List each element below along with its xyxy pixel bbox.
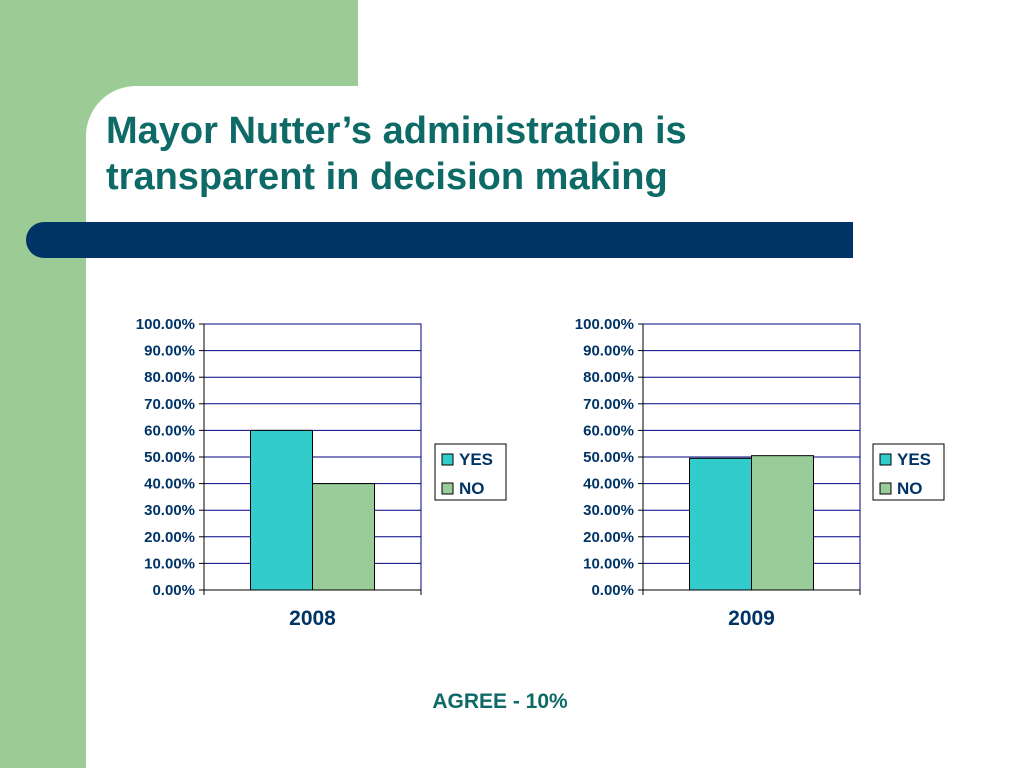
y-tick-label: 60.00% [583, 422, 634, 439]
bar-no [751, 455, 814, 591]
x-category-label: 2009 [728, 607, 775, 630]
y-tick-label: 0.00% [152, 582, 195, 599]
x-category-label: 2008 [289, 607, 336, 630]
y-tick-label: 60.00% [144, 422, 195, 439]
y-tick-label: 30.00% [583, 502, 634, 519]
y-tick-label: 100.00% [575, 316, 634, 333]
title-underline-bar [26, 222, 853, 258]
y-tick-label: 20.00% [144, 529, 195, 546]
legend-label-no: NO [897, 479, 923, 498]
y-tick-label: 80.00% [583, 369, 634, 386]
bar-yes [250, 429, 313, 591]
y-tick-label: 0.00% [591, 582, 634, 599]
slide-title: Mayor Nutter’s administration is transpa… [106, 110, 687, 198]
legend-swatch-no [441, 482, 454, 495]
side-decor-band [0, 0, 86, 768]
bar-no [312, 483, 375, 591]
legend-label-yes: YES [897, 450, 931, 469]
bar-yes [689, 457, 752, 591]
legend-label-yes: YES [459, 450, 493, 469]
y-tick-label: 50.00% [144, 449, 195, 466]
y-tick-label: 90.00% [583, 343, 634, 360]
top-decor-band [86, 0, 358, 86]
y-tick-label: 40.00% [144, 476, 195, 493]
y-tick-label: 90.00% [144, 343, 195, 360]
agree-note: AGREE - 10% [432, 690, 568, 713]
legend-label-no: NO [459, 479, 485, 498]
y-tick-label: 10.00% [144, 555, 195, 572]
y-tick-label: 80.00% [144, 369, 195, 386]
y-tick-label: 10.00% [583, 555, 634, 572]
legend-swatch-no [879, 482, 892, 495]
y-tick-label: 70.00% [583, 396, 634, 413]
legend-swatch-yes [879, 453, 892, 466]
y-tick-label: 70.00% [144, 396, 195, 413]
y-tick-label: 50.00% [583, 449, 634, 466]
legend-swatch-yes [441, 453, 454, 466]
y-tick-label: 100.00% [136, 316, 195, 333]
y-tick-label: 40.00% [583, 476, 634, 493]
y-tick-label: 20.00% [583, 529, 634, 546]
y-tick-label: 30.00% [144, 502, 195, 519]
